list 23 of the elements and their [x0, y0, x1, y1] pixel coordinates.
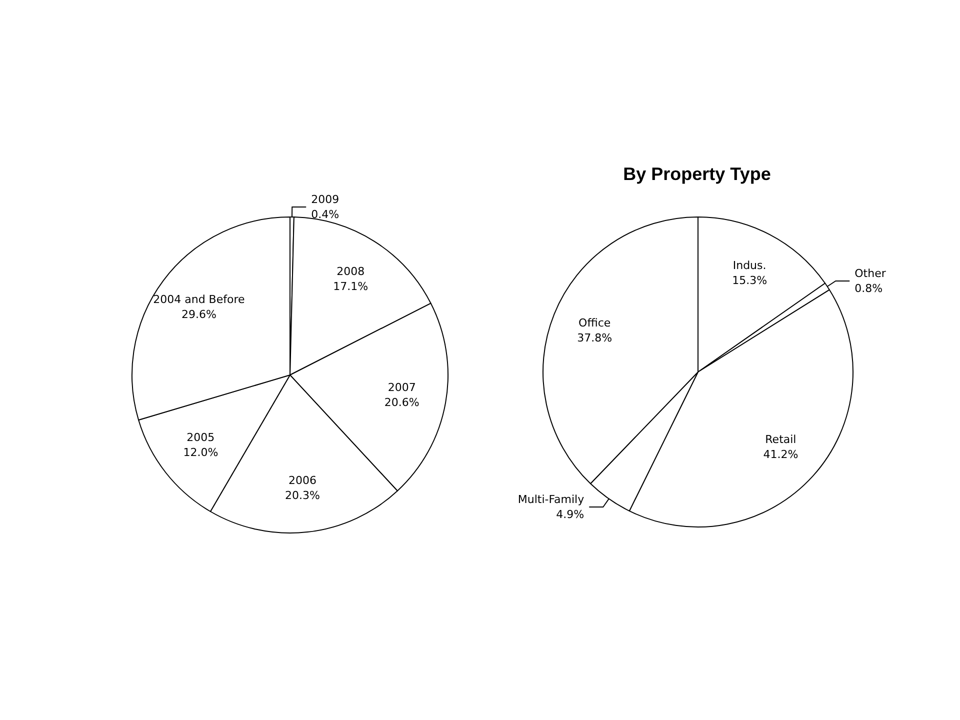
- slice-label: 2008: [336, 264, 365, 278]
- data-label: 37.8%: [577, 331, 612, 344]
- slice-label: 2005: [186, 431, 215, 444]
- slice-label: 2004 and Before: [153, 293, 245, 306]
- data-label: 4.9%: [556, 508, 584, 521]
- data-label: 41.2%: [763, 448, 798, 461]
- data-label: 15.3%: [732, 274, 768, 288]
- data-label: 12.0%: [183, 446, 218, 460]
- slice-label: Retail: [765, 432, 796, 446]
- slice-label: 2009: [311, 193, 340, 206]
- data-label: 0.8%: [854, 282, 883, 295]
- data-label: 20.3%: [284, 488, 320, 502]
- data-label: 0.4%: [311, 208, 340, 222]
- slice-label: 2007: [388, 380, 416, 394]
- slice-label: Other: [854, 266, 886, 280]
- data-label: 20.6%: [384, 396, 420, 409]
- slice-label: Office: [578, 316, 611, 330]
- slice-label: 2006: [288, 474, 316, 487]
- slice-label: Multi-Family: [518, 492, 585, 506]
- slice-label: Indus.: [732, 259, 766, 272]
- data-label: 17.1%: [333, 280, 368, 293]
- data-label: 29.6%: [181, 308, 216, 322]
- chart-title: By Property Type: [623, 164, 771, 184]
